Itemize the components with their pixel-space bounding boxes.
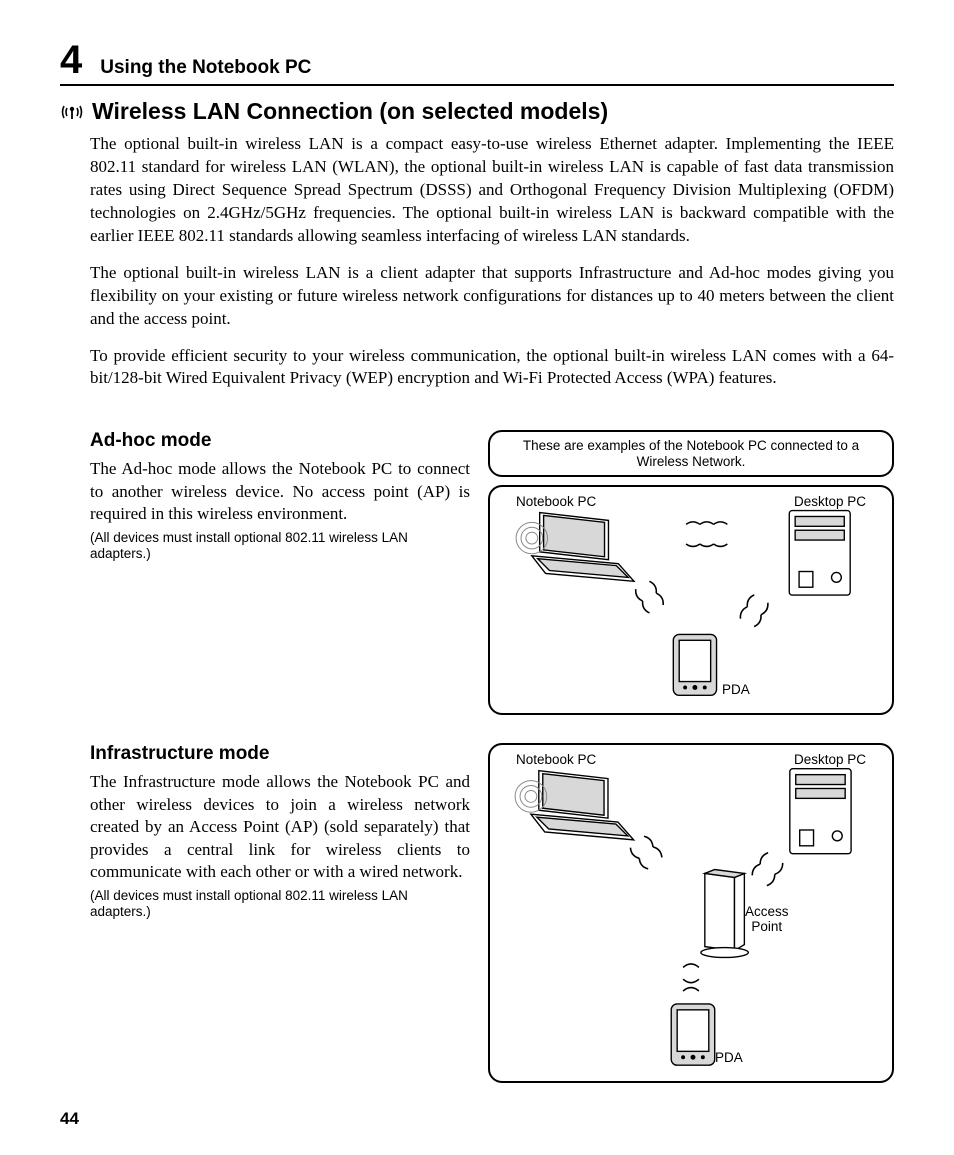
infra-label-notebook: Notebook PC	[516, 753, 596, 767]
infra-diagram: Notebook PC Desktop PC Access Point PDA	[488, 743, 894, 1083]
adhoc-diagram: Notebook PC Desktop PC PDA	[488, 485, 894, 715]
adhoc-svg	[490, 487, 892, 713]
adhoc-note: (All devices must install optional 802.1…	[90, 530, 470, 562]
body-content: The optional built-in wireless LAN is a …	[60, 133, 894, 1083]
infra-svg	[490, 745, 892, 1081]
paragraph-1: The optional built-in wireless LAN is a …	[90, 133, 894, 248]
adhoc-body: The Ad-hoc mode allows the Notebook PC t…	[90, 458, 470, 525]
chapter-header: 4 Using the Notebook PC	[60, 40, 894, 86]
section-heading-row: Wireless LAN Connection (on selected mod…	[60, 98, 894, 125]
adhoc-label-desktop: Desktop PC	[794, 495, 866, 509]
infra-label-desktop: Desktop PC	[794, 753, 866, 767]
adhoc-label-notebook: Notebook PC	[516, 495, 596, 509]
adhoc-section: Ad-hoc mode The Ad-hoc mode allows the N…	[90, 430, 894, 715]
page-number: 44	[60, 1109, 79, 1129]
infra-label-ap: Access Point	[745, 905, 789, 933]
infra-section: Infrastructure mode The Infrastructure m…	[90, 743, 894, 1083]
infra-note: (All devices must install optional 802.1…	[90, 888, 470, 920]
infra-title: Infrastructure mode	[90, 743, 470, 765]
diagram-caption: These are examples of the Notebook PC co…	[488, 430, 894, 477]
chapter-title: Using the Notebook PC	[100, 57, 311, 79]
infra-body: The Infrastructure mode allows the Noteb…	[90, 771, 470, 883]
adhoc-label-pda: PDA	[722, 683, 750, 697]
paragraph-3: To provide efficient security to your wi…	[90, 345, 894, 391]
infra-label-pda: PDA	[715, 1051, 743, 1065]
adhoc-title: Ad-hoc mode	[90, 430, 470, 452]
section-title: Wireless LAN Connection (on selected mod…	[92, 98, 608, 125]
paragraph-2: The optional built-in wireless LAN is a …	[90, 262, 894, 331]
wifi-icon	[60, 102, 84, 122]
chapter-number: 4	[60, 40, 82, 80]
